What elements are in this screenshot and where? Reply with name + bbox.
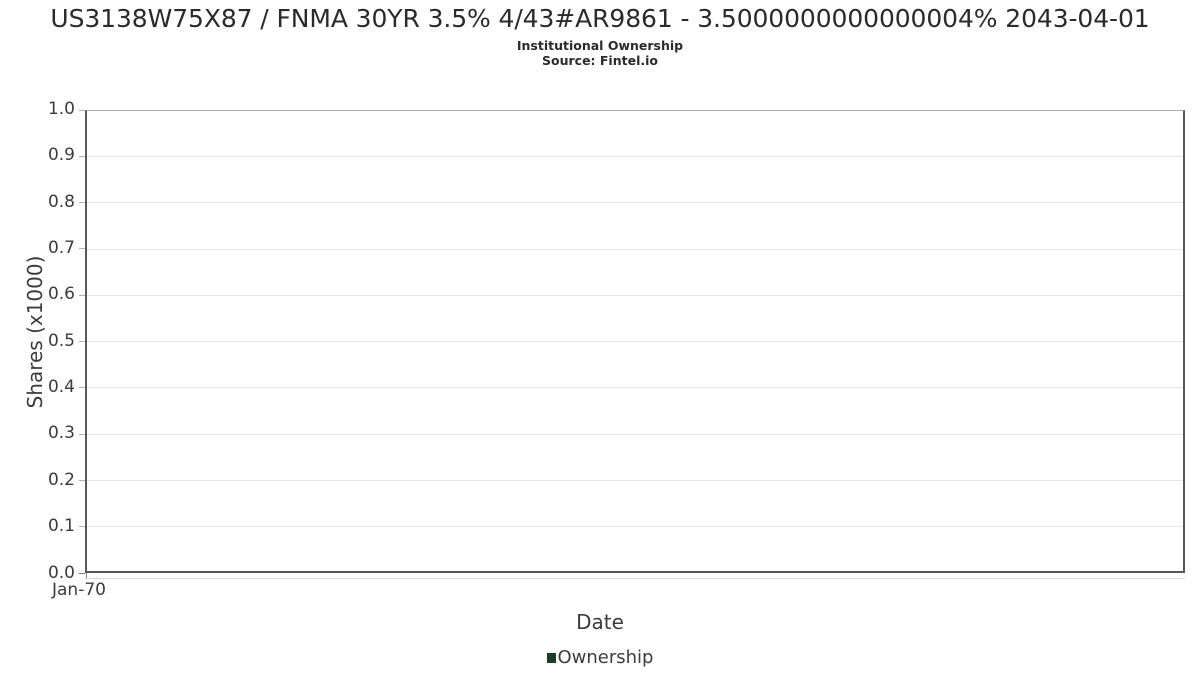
gridline <box>87 480 1183 481</box>
y-tick-label: 0.2 <box>47 470 75 490</box>
x-axis-line <box>85 578 1185 579</box>
gridline <box>87 341 1183 342</box>
chart-subtitle: Institutional Ownership <box>516 38 684 53</box>
y-tick-mark <box>79 295 85 296</box>
legend-item-ownership[interactable]: Ownership <box>546 647 654 668</box>
y-tick-label: 1.0 <box>47 99 75 119</box>
gridline <box>87 202 1183 203</box>
x-tick-label: Jan-70 <box>52 580 106 600</box>
y-tick-mark <box>79 202 85 203</box>
x-tick-mark <box>86 573 87 578</box>
gridline <box>87 295 1183 296</box>
chart-legend: Ownership <box>0 648 1200 668</box>
legend-item-label: Ownership <box>557 647 654 668</box>
y-tick-label: 0.7 <box>47 238 75 258</box>
gridline <box>87 156 1183 157</box>
chart-header: US3138W75X87 / FNMA 30YR 3.5% 4/43#AR986… <box>0 0 1200 68</box>
y-tick-label: 0.0 <box>47 563 75 583</box>
gridline <box>87 526 1183 527</box>
y-tick-label: 0.1 <box>47 516 75 536</box>
y-tick-mark <box>79 387 85 388</box>
legend-swatch-icon <box>546 653 556 663</box>
gridline <box>87 387 1183 388</box>
y-tick-mark <box>79 573 85 574</box>
y-tick-mark <box>79 341 85 342</box>
y-tick-label: 0.3 <box>47 423 75 443</box>
y-tick-label: 0.9 <box>47 145 75 165</box>
y-tick-label: 0.6 <box>47 284 75 304</box>
chart-title: US3138W75X87 / FNMA 30YR 3.5% 4/43#AR986… <box>50 4 1150 33</box>
chart-source: Source: Fintel.io <box>542 53 658 68</box>
y-tick-mark <box>79 156 85 157</box>
y-tick-label: 0.5 <box>47 331 75 351</box>
series-ownership <box>87 111 1183 571</box>
y-tick-label: 0.4 <box>47 377 75 397</box>
y-tick-mark <box>79 110 85 111</box>
plot-area <box>85 110 1185 573</box>
y-tick-mark <box>79 434 85 435</box>
y-tick-label: 0.8 <box>47 192 75 212</box>
y-tick-mark <box>79 248 85 249</box>
gridline <box>87 249 1183 250</box>
x-axis-title: Date <box>576 610 624 634</box>
gridline <box>87 434 1183 435</box>
y-tick-mark <box>79 526 85 527</box>
y-tick-mark <box>79 480 85 481</box>
